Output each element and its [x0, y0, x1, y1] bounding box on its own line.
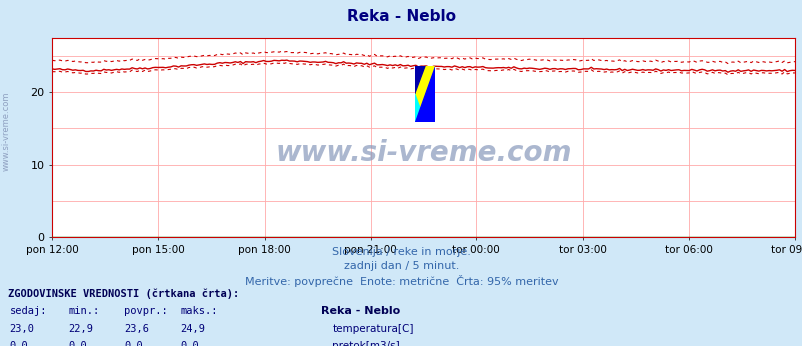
Text: Slovenija / reke in morje.: Slovenija / reke in morje.: [332, 247, 470, 257]
Text: www.si-vreme.com: www.si-vreme.com: [2, 92, 11, 171]
Text: Meritve: povprečne  Enote: metrične  Črta: 95% meritev: Meritve: povprečne Enote: metrične Črta:…: [245, 275, 557, 287]
Text: 0,0: 0,0: [68, 341, 87, 346]
Text: 22,9: 22,9: [68, 324, 93, 334]
Text: pretok[m3/s]: pretok[m3/s]: [332, 341, 399, 346]
Polygon shape: [414, 66, 424, 94]
Text: povpr.:: povpr.:: [124, 306, 168, 316]
Text: Reka - Neblo: Reka - Neblo: [321, 306, 400, 316]
Polygon shape: [414, 94, 424, 122]
Text: 24,9: 24,9: [180, 324, 205, 334]
Text: sedaj:: sedaj:: [10, 306, 47, 316]
Text: zadnji dan / 5 minut.: zadnji dan / 5 minut.: [343, 261, 459, 271]
Text: 0,0: 0,0: [180, 341, 199, 346]
Text: 23,0: 23,0: [10, 324, 34, 334]
Text: min.:: min.:: [68, 306, 99, 316]
Polygon shape: [414, 66, 435, 122]
Text: 23,6: 23,6: [124, 324, 149, 334]
Text: maks.:: maks.:: [180, 306, 218, 316]
Polygon shape: [414, 66, 435, 122]
Text: 0,0: 0,0: [124, 341, 143, 346]
Text: ZGODOVINSKE VREDNOSTI (črtkana črta):: ZGODOVINSKE VREDNOSTI (črtkana črta):: [8, 289, 239, 299]
Text: temperatura[C]: temperatura[C]: [332, 324, 413, 334]
Text: Reka - Neblo: Reka - Neblo: [346, 9, 456, 24]
Text: 0,0: 0,0: [10, 341, 28, 346]
Text: www.si-vreme.com: www.si-vreme.com: [275, 139, 571, 167]
